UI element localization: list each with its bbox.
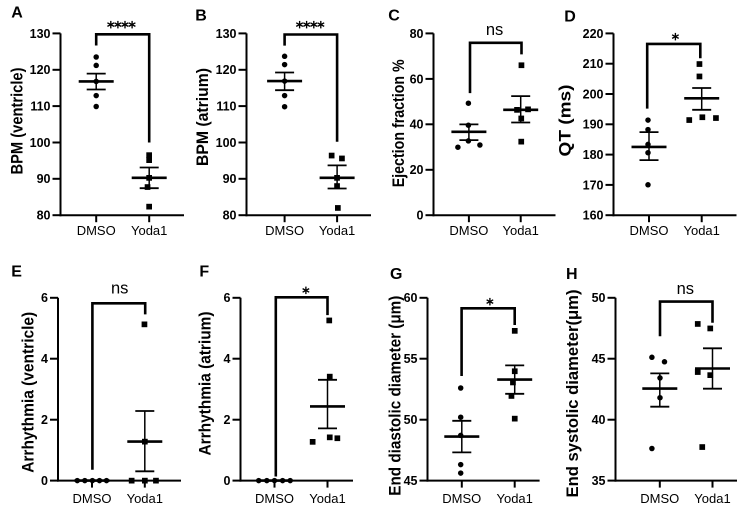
svg-text:0: 0 [224,474,231,488]
svg-text:60: 60 [410,72,424,86]
svg-text:BPM (atrium): BPM (atrium) [193,68,212,166]
svg-text:End diastolic diameter (μm): End diastolic diameter (μm) [386,296,405,496]
svg-text:DMSO: DMSO [73,491,112,506]
svg-text:20: 20 [410,163,424,177]
svg-text:45: 45 [592,352,606,366]
svg-text:120: 120 [30,63,51,77]
svg-text:Yoda1: Yoda1 [694,491,730,506]
svg-text:80: 80 [37,209,51,223]
svg-text:2: 2 [224,413,231,427]
svg-text:Yoda1: Yoda1 [127,491,163,506]
svg-text:Arrhythmia (ventricle): Arrhythmia (ventricle) [19,312,38,473]
svg-text:130: 130 [30,27,51,41]
svg-text:End systolic diameter(μm): End systolic diameter(μm) [563,290,582,498]
svg-text:Yoda1: Yoda1 [309,491,345,506]
svg-text:DMSO: DMSO [640,491,679,506]
svg-text:50: 50 [592,291,606,305]
svg-text:QT (ms): QT (ms) [556,85,575,157]
svg-text:40: 40 [592,413,606,427]
svg-text:Ejection fraction %: Ejection fraction % [389,59,408,187]
svg-text:50: 50 [404,413,418,427]
svg-text:190: 190 [583,118,604,132]
svg-text:90: 90 [37,172,51,186]
svg-text:4: 4 [41,352,48,366]
svg-text:ns: ns [677,280,694,298]
svg-text:Yoda1: Yoda1 [502,223,538,238]
svg-text:A: A [11,5,23,22]
svg-text:180: 180 [583,148,604,162]
svg-text:210: 210 [583,57,604,71]
svg-text:130: 130 [216,27,237,41]
svg-text:DMSO: DMSO [255,491,294,506]
svg-text:Yoda1: Yoda1 [683,223,719,238]
svg-text:DMSO: DMSO [449,223,488,238]
svg-text:90: 90 [223,172,237,186]
svg-text:C: C [388,8,400,25]
svg-text:2: 2 [41,413,48,427]
svg-text:160: 160 [583,209,604,223]
svg-text:E: E [11,264,22,281]
svg-text:100: 100 [216,136,237,150]
svg-text:45: 45 [404,474,418,488]
svg-text:G: G [390,266,402,283]
svg-text:DMSO: DMSO [630,223,669,238]
svg-text:B: B [195,8,207,25]
svg-text:60: 60 [404,291,418,305]
svg-text:200: 200 [583,87,604,101]
svg-text:DMSO: DMSO [265,223,304,238]
svg-text:80: 80 [223,209,237,223]
svg-text:4: 4 [224,352,231,366]
svg-text:0: 0 [41,474,48,488]
svg-text:55: 55 [404,352,418,366]
svg-text:ns: ns [486,21,503,39]
svg-text:Yoda1: Yoda1 [319,223,355,238]
svg-text:110: 110 [30,100,50,114]
svg-text:220: 220 [583,27,604,41]
svg-text:100: 100 [30,136,51,150]
svg-text:H: H [566,266,578,283]
svg-text:Yoda1: Yoda1 [131,223,167,238]
svg-text:35: 35 [592,474,606,488]
svg-text:Yoda1: Yoda1 [496,491,532,506]
svg-text:6: 6 [224,291,231,305]
svg-text:DMSO: DMSO [77,223,116,238]
svg-text:110: 110 [216,100,236,114]
svg-text:170: 170 [583,178,604,192]
svg-text:Arrhythmia (atrium): Arrhythmia (atrium) [196,312,215,456]
svg-text:40: 40 [410,118,424,132]
svg-text:6: 6 [41,291,48,305]
svg-text:120: 120 [216,63,237,77]
svg-text:BPM (ventricle): BPM (ventricle) [8,68,27,175]
svg-text:D: D [564,9,576,26]
svg-text:ns: ns [111,280,128,298]
svg-text:DMSO: DMSO [442,491,481,506]
svg-text:80: 80 [410,27,424,41]
svg-text:F: F [199,264,209,281]
svg-text:0: 0 [417,209,424,223]
